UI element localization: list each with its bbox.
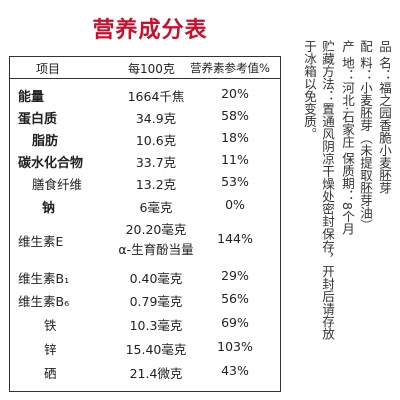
nutrient-nrv: 11% [221, 152, 249, 167]
storage-column-continued: 于冰箱以免变质。 [302, 40, 317, 140]
product-name-column: 品 名：福之园香脆小麦胚芽 [377, 40, 392, 194]
storage-value-continued: 于冰箱以免变质。 [302, 40, 317, 140]
nutrition-table-title: 营养成分表 [92, 18, 208, 43]
nutrition-facts-table: 项目 每100克 营养素参考值% 能量 1664千焦 20% 蛋白质 34.9克… [9, 56, 281, 392]
nutrient-name: 脂肪 [32, 134, 59, 149]
origin-value: 河北·石家庄 [340, 81, 355, 148]
shelf-life-value: 8个月 [340, 201, 355, 235]
table-row: 钠 6毫克 0% [10, 194, 280, 216]
nutrient-name: 维生素B₁ [18, 271, 70, 286]
header-per-100g: 每100克 [128, 62, 175, 76]
nutrient-value: 1664千焦 [127, 89, 185, 104]
nutrient-name: 维生素E [18, 234, 64, 249]
nutrient-value: 21.4微克 [129, 366, 183, 381]
nutrient-nrv: 103% [217, 339, 253, 354]
nutrient-nrv: 43% [221, 363, 249, 378]
table-row: 维生素B₁ 0.40毫克 29% [10, 265, 280, 287]
product-name-value: 福之园香脆小麦胚芽 [377, 81, 392, 194]
nutrient-nrv: 29% [221, 268, 249, 283]
nutrient-value: 10.6克 [135, 133, 177, 148]
storage-value: 置通风阴凉干燥处密封保存，开封后请存放 [320, 102, 335, 341]
nutrient-value: 0.79毫克 [129, 294, 183, 309]
nutrient-name: 锌 [44, 342, 57, 357]
table-row: 碳水化合物 33.7克 11% [10, 149, 280, 171]
nutrient-name: 硒 [44, 366, 57, 381]
table-row: 蛋白质 34.9克 58% [10, 105, 280, 127]
nutrient-value: 13.2克 [135, 177, 177, 192]
nutrient-nrv: 18% [221, 130, 249, 145]
nutrient-nrv: 53% [221, 174, 249, 189]
table-row: 维生素E 20.20毫克 α-生育酚当量 144% [10, 217, 280, 261]
ingredients-label: 配 料： [358, 40, 373, 82]
nutrient-name: 钠 [42, 201, 56, 216]
nutrient-value-unit: α-生育酚当量 [118, 242, 194, 257]
shelf-life-label: 保质期： [340, 151, 355, 202]
nutrient-nrv: 56% [221, 291, 249, 306]
nutrient-value: 20.20毫克 [125, 222, 187, 237]
nutrient-name: 蛋白质 [18, 112, 58, 127]
origin-column: 产 地：河北·石家庄 保质期：8个月 [340, 40, 355, 235]
nutrient-value: 15.40毫克 [125, 342, 187, 357]
product-name-label: 品 名： [377, 40, 392, 82]
ingredients-value: 小麦胚芽（未提取胚芽油） [358, 81, 373, 232]
nutrient-value: 6毫克 [139, 200, 173, 215]
nutrient-value: 10.3毫克 [129, 318, 183, 333]
nutrient-value: 0.40毫克 [129, 271, 183, 286]
table-row: 脂肪 10.6克 18% [10, 127, 280, 149]
nutrient-nrv: 0% [225, 197, 245, 212]
nutrient-nrv: 20% [221, 86, 249, 101]
header-nrv: 营养素参考值% [190, 61, 270, 75]
table-row: 能量 1664千焦 20% [10, 83, 280, 105]
table-row: 膳食纤维 13.2克 53% [10, 171, 280, 193]
nutrient-value: 34.9克 [135, 111, 177, 126]
ingredients-column: 配 料：小麦胚芽（未提取胚芽油） [358, 40, 373, 231]
nutrient-name: 铁 [44, 318, 57, 333]
storage-label: 贮藏方法： [320, 40, 335, 103]
nutrient-name: 能量 [18, 90, 45, 105]
nutrient-nrv: 144% [217, 231, 253, 246]
table-row: 锌 15.40毫克 103% [10, 336, 280, 358]
storage-column: 贮藏方法：置通风阴凉干燥处密封保存，开封后请存放 [320, 40, 335, 340]
table-row: 维生素B₆ 0.79毫克 56% [10, 288, 280, 310]
header-item: 项目 [36, 62, 61, 76]
origin-label: 产 地： [340, 40, 355, 82]
table-header: 项目 每100克 营养素参考值% [10, 57, 280, 79]
nutrient-nrv: 69% [221, 315, 249, 330]
nutrient-nrv: 58% [221, 108, 249, 123]
nutrient-name: 碳水化合物 [18, 156, 84, 171]
table-row: 铁 10.3毫克 69% [10, 312, 280, 334]
nutrient-name: 维生素B₆ [18, 294, 70, 309]
nutrient-value: 33.7克 [135, 155, 177, 170]
nutrient-name: 膳食纤维 [32, 177, 83, 192]
table-row: 硒 21.4微克 43% [10, 360, 280, 382]
